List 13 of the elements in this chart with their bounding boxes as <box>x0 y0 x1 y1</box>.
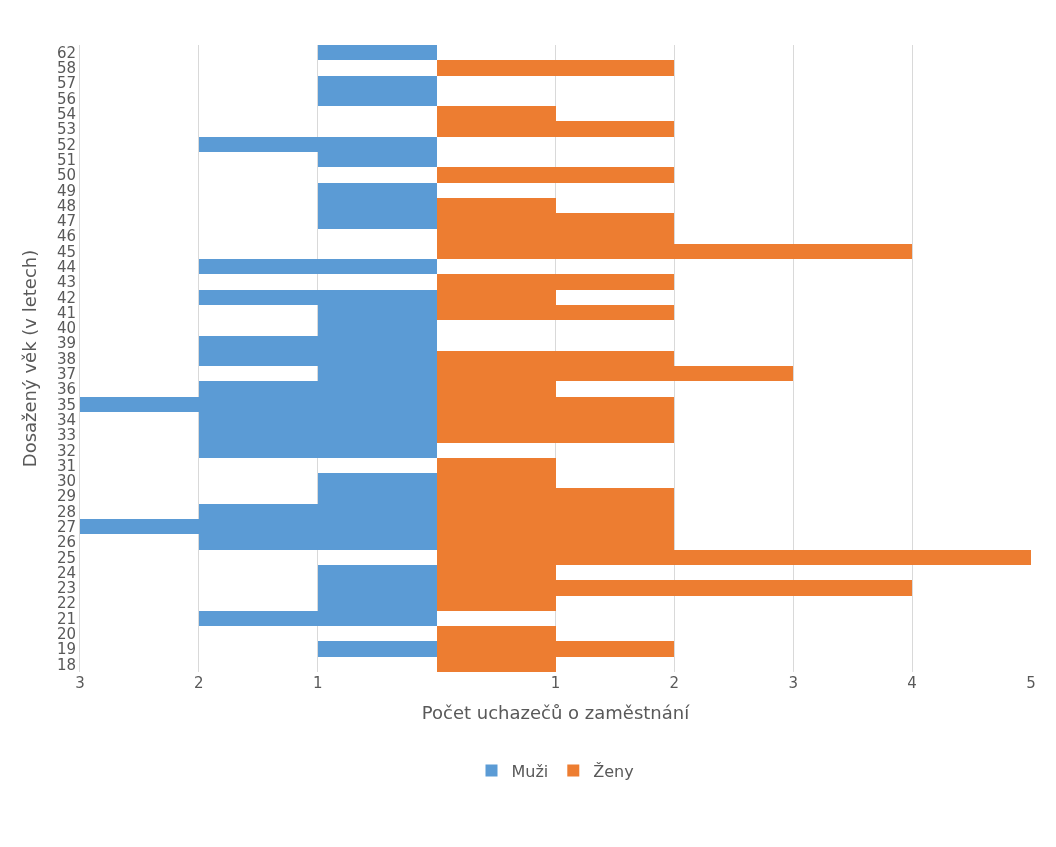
x-tick-label: 3 <box>788 674 799 692</box>
x-tick-label: 4 <box>907 674 917 692</box>
x-tick-label: 5 <box>1026 674 1036 692</box>
x-tick-label: 1 <box>550 674 561 692</box>
y-axis-title: Dosažený věk (v letech) <box>19 249 41 468</box>
x-axis-title: Počet uchazečů o zaměstnání <box>421 702 691 724</box>
x-tick-label: 3 <box>75 674 85 692</box>
x-tick-label: 2 <box>194 674 204 692</box>
legend-label: Muži <box>511 761 549 781</box>
x-tick-label: 1 <box>312 674 323 692</box>
y-tick-label: 62 <box>56 43 76 62</box>
x-tick-label: 2 <box>669 674 680 692</box>
legend-label: Ženy <box>593 761 634 781</box>
